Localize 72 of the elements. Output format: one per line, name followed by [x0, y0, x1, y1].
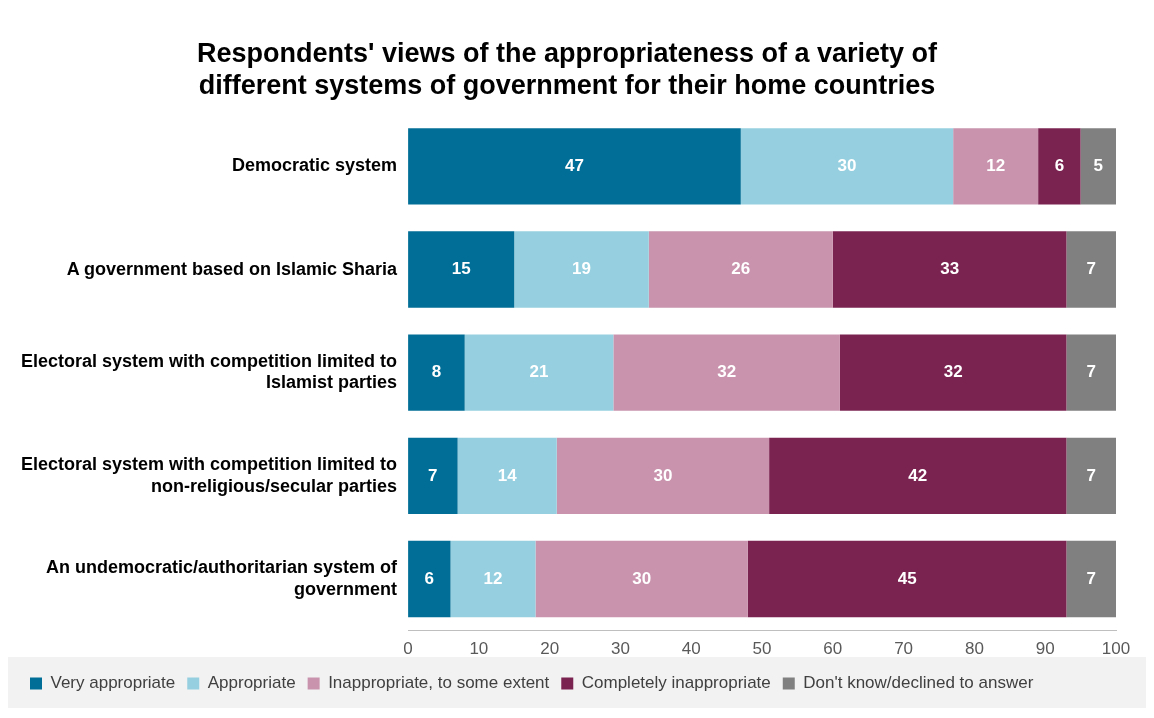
data-label: 7 [428, 465, 438, 485]
data-label: 21 [529, 362, 549, 382]
bar [1066, 334, 1116, 411]
data-label: 42 [908, 465, 928, 485]
bar [1066, 231, 1116, 308]
x-tick-label: 70 [894, 639, 914, 659]
bar [535, 540, 748, 618]
bar [457, 437, 557, 515]
data-label: 26 [731, 259, 751, 279]
bar [408, 540, 451, 618]
bar [408, 128, 741, 205]
bar [839, 334, 1067, 411]
bar [464, 334, 614, 411]
y-tick-label: An undemocratic/authoritarian system of government [45, 557, 399, 599]
bar [832, 231, 1067, 308]
legend-label: Don't know/declined to answer [803, 673, 1034, 693]
bar [1038, 128, 1081, 205]
y-tick-label: A government based on Islamic Sharia [66, 258, 399, 279]
bar [1066, 540, 1116, 618]
bar [408, 437, 458, 515]
bar [408, 334, 465, 411]
data-label: 7 [1086, 465, 1096, 485]
bar [1066, 437, 1116, 515]
legend-label: Inappropriate, to some extent [328, 673, 550, 693]
data-label: 47 [564, 156, 584, 176]
bar [953, 128, 1039, 205]
data-label: 7 [1086, 362, 1096, 382]
data-label: 30 [632, 568, 652, 588]
data-label: 30 [837, 156, 857, 176]
x-tick-label: 30 [610, 639, 630, 659]
x-tick-label: 40 [681, 639, 701, 659]
legend-label: Appropriate [207, 673, 296, 693]
data-label: 32 [717, 362, 737, 382]
data-label: 32 [943, 362, 963, 382]
bar [556, 437, 770, 515]
data-label: 19 [572, 259, 591, 279]
bar [648, 231, 833, 308]
data-label: 7 [1086, 568, 1096, 588]
x-tick-label: 50 [752, 639, 772, 659]
y-tick-label: Electoral system with competition limited to non-religious/secular parties [20, 454, 398, 496]
data-label: 6 [424, 568, 435, 588]
x-tick-label: 80 [964, 639, 984, 659]
y-tick-label: Electoral system with competition limited to Islamist parties [20, 350, 398, 393]
bar [514, 231, 649, 308]
data-label: 12 [483, 568, 503, 588]
bar [1080, 128, 1116, 205]
x-tick-label: 90 [1035, 639, 1055, 659]
bar [450, 540, 536, 618]
bar [613, 334, 840, 411]
bar [769, 437, 1067, 515]
x-tick-label: 20 [540, 639, 560, 659]
x-tick-label: 100 [1101, 639, 1131, 659]
data-label: 5 [1093, 156, 1104, 176]
x-tick-label: 60 [823, 639, 843, 659]
y-tick-label: Democratic system [231, 155, 398, 176]
chart-title: Respondents' views of the appropriateness of a variety of different systems of government for their home countries [196, 37, 939, 101]
data-label: 7 [1086, 259, 1096, 279]
x-tick-label: 10 [469, 639, 489, 659]
data-label: 45 [897, 568, 917, 588]
legend-label: Very appropriate [50, 673, 176, 693]
bar [408, 231, 515, 308]
data-label: 30 [653, 465, 673, 485]
bar [740, 128, 954, 205]
x-tick-label: 0 [403, 639, 413, 659]
data-label: 6 [1054, 156, 1065, 176]
data-label: 14 [497, 465, 518, 485]
data-label: 8 [431, 362, 442, 382]
data-label: 33 [940, 259, 960, 279]
data-label: 15 [451, 259, 471, 279]
bar [747, 540, 1067, 618]
legend-label: Completely inappropriate [581, 673, 771, 693]
data-label: 12 [986, 156, 1006, 176]
